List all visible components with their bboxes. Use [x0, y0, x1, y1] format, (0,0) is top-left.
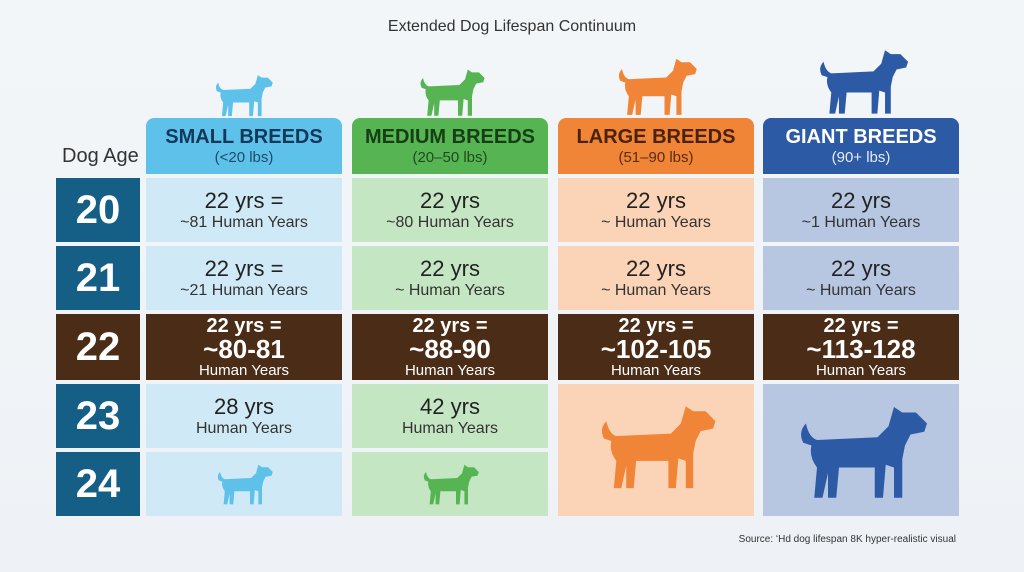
chart-title: Extended Dog Lifespan Continuum: [387, 18, 637, 35]
cell-dog-years: 22 yrs: [626, 255, 686, 281]
breed-name: SMALL BREEDS: [165, 126, 323, 148]
cell-dog-small-icon: [217, 464, 273, 505]
cell-giant-20: 22 yrs ~1 Human Years: [763, 178, 959, 242]
cell-human-years: ~ Human Years: [601, 213, 711, 231]
cell-human-years: Human Years: [401, 419, 499, 437]
cell-human-years: ~1 Human Years: [801, 213, 921, 231]
breed-name: LARGE BREEDS: [576, 126, 736, 148]
cell-giant-22: 22 yrs = ~113-128 Human Years: [763, 314, 959, 380]
age-cell-21: 21: [56, 246, 140, 310]
header-dog-giant-icon: [820, 50, 909, 114]
cell-human-years: Human Years: [198, 361, 290, 379]
breed-range: (90+ lbs): [831, 149, 891, 166]
cell-small-22: 22 yrs = ~80-81 Human Years: [146, 314, 342, 380]
header-dog-small-icon: [215, 75, 273, 117]
cell-small-20: 22 yrs = ~81 Human Years: [146, 178, 342, 242]
cell-giant-21: 22 yrs ~ Human Years: [763, 246, 959, 310]
cell-medium-23: 42 yrs Human Years: [352, 384, 548, 448]
cell-dog-years: 22 yrs =: [206, 314, 282, 337]
cell-dog-years: 22 yrs: [420, 255, 480, 281]
breed-range: (51–90 lbs): [618, 149, 694, 166]
cell-dog-years: 22 yrs: [420, 187, 480, 213]
cell-medium-21: 22 yrs ~ Human Years: [352, 246, 548, 310]
cell-dog-years: 22 yrs =: [412, 314, 488, 337]
source-note: Source: ʻHd dog lifespan 8K hyper-realis…: [738, 534, 956, 545]
cell-large-20: 22 yrs ~ Human Years: [558, 178, 754, 242]
cell-dog-years: 22 yrs: [831, 255, 891, 281]
cell-human-years: Human Years: [815, 361, 907, 379]
header-dog-large-icon: [618, 58, 697, 115]
cell-small-21: 22 yrs = ~21 Human Years: [146, 246, 342, 310]
cell-dog-giant-icon: [801, 407, 927, 498]
cell-dog-years: 22 yrs: [626, 187, 686, 213]
cell-dog-years: 28 yrs: [214, 393, 274, 419]
cell-human-range: ~102-105: [600, 333, 712, 364]
cell-human-years: Human Years: [404, 361, 496, 379]
cell-human-years: ~ Human Years: [601, 281, 711, 299]
breed-range: (20–50 lbs): [412, 149, 488, 166]
age-cell-22: 22: [56, 314, 140, 380]
cell-dog-large-icon: [601, 406, 716, 489]
cell-human-years: ~21 Human Years: [180, 281, 308, 299]
cell-small-23: 28 yrs Human Years: [146, 384, 342, 448]
cell-large-21: 22 yrs ~ Human Years: [558, 246, 754, 310]
row-header-label: Dog Age: [62, 145, 139, 167]
age-cell-23: 23: [56, 384, 140, 448]
breed-name: GIANT BREEDS: [785, 126, 937, 148]
cell-human-range: ~88-90: [409, 333, 491, 364]
cell-dog-years: 22 yrs =: [823, 314, 899, 337]
cell-human-range: ~113-128: [806, 333, 916, 364]
cell-medium-20: 22 yrs ~80 Human Years: [352, 178, 548, 242]
cell-dog-years: 22 yrs =: [618, 314, 694, 337]
cell-large-22: 22 yrs = ~102-105 Human Years: [558, 314, 754, 380]
breed-name: MEDIUM BREEDS: [364, 126, 535, 148]
cell-human-years: ~ Human Years: [806, 281, 916, 299]
cell-dog-years: 42 yrs: [420, 393, 480, 419]
cell-human-years: ~80 Human Years: [386, 213, 514, 231]
age-cell-20: 20: [56, 178, 140, 242]
header-giant: GIANT BREEDS (90+ lbs): [763, 118, 959, 174]
cell-dog-years: 22 yrs =: [204, 187, 284, 213]
header-medium: MEDIUM BREEDS (20–50 lbs): [352, 118, 548, 174]
header-small: SMALL BREEDS (<20 lbs): [146, 118, 342, 174]
cell-human-years: ~81 Human Years: [180, 213, 308, 231]
cell-dog-years: 22 yrs =: [204, 255, 284, 281]
cell-dog-medium-icon: [423, 464, 479, 505]
cell-human-years: Human Years: [195, 419, 293, 437]
breed-range: (<20 lbs): [214, 149, 274, 166]
age-cell-24: 24: [56, 452, 140, 516]
cell-medium-22: 22 yrs = ~88-90 Human Years: [352, 314, 548, 380]
cell-human-range: ~80-81: [203, 333, 285, 364]
header-dog-medium-icon: [420, 69, 485, 116]
cell-dog-years: 22 yrs: [831, 187, 891, 213]
cell-human-years: Human Years: [610, 361, 702, 379]
header-large: LARGE BREEDS (51–90 lbs): [558, 118, 754, 174]
cell-human-years: ~ Human Years: [395, 281, 505, 299]
